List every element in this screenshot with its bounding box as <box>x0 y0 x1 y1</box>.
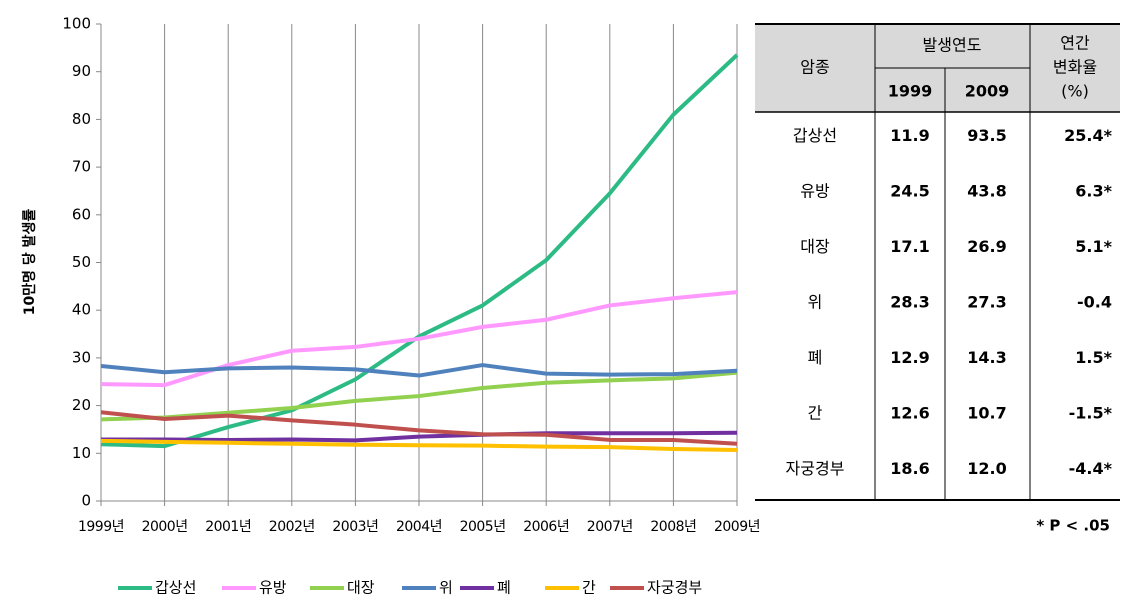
x-tick-label: 1999년 <box>78 519 124 535</box>
table-cell: 10.7 <box>967 403 1006 422</box>
series-line <box>100 290 738 388</box>
x-tick-label: 2007년 <box>587 519 633 535</box>
table-cell: 28.3 <box>890 293 929 312</box>
table-header: 1999 <box>888 82 933 101</box>
x-tick-label: 2001년 <box>205 519 251 535</box>
series-line <box>100 370 738 422</box>
table-row-label: 간 <box>808 403 823 422</box>
x-tick-label: 2000년 <box>142 519 188 535</box>
legend-label: 대장 <box>347 579 375 597</box>
table-cell: 26.9 <box>967 237 1006 256</box>
table-row-label: 자궁경부 <box>786 459 845 478</box>
table-lines <box>755 23 1120 501</box>
table-cell: 17.1 <box>890 237 929 256</box>
y-axis-label: 10만명 당 발생률 <box>21 209 38 316</box>
table-cell: 27.3 <box>967 293 1006 312</box>
table-cell: 25.4* <box>1064 126 1112 145</box>
legend-label: 유방 <box>259 579 287 597</box>
y-tick-label: 50 <box>72 253 91 271</box>
table-cell: -1.5* <box>1069 403 1113 422</box>
table-cell: -4.4* <box>1069 459 1113 478</box>
table-row-label: 대장 <box>800 237 830 256</box>
table-cell: 18.6 <box>890 459 929 478</box>
y-tick-label: 10 <box>72 444 91 462</box>
y-tick-label: 30 <box>72 348 91 366</box>
table-header: 변화율 <box>1053 58 1097 77</box>
x-tick-label: 2009년 <box>714 519 760 535</box>
y-tick-label: 0 <box>81 492 91 510</box>
legend-label: 자궁경부 <box>647 579 702 597</box>
table-row-label: 유방 <box>800 182 830 201</box>
table-cell: 14.3 <box>967 348 1006 367</box>
table-cell: 5.1* <box>1075 237 1112 256</box>
table-cell: 12.0 <box>967 459 1006 478</box>
table-header: (%) <box>1061 82 1089 101</box>
y-tick-label: 100 <box>62 15 91 33</box>
x-tick-label: 2006년 <box>523 519 569 535</box>
table-row-label: 위 <box>808 293 823 312</box>
table-cell: 24.5 <box>890 182 929 201</box>
y-tick-label: 80 <box>72 110 91 128</box>
table-cell: 43.8 <box>967 182 1006 201</box>
legend-label: 갑상선 <box>155 579 196 597</box>
y-tick-label: 20 <box>72 396 91 414</box>
y-tick-label: 90 <box>72 62 91 80</box>
table-header: 발생연도 <box>923 36 982 55</box>
series-line <box>101 430 738 443</box>
table-row-label: 갑상선 <box>793 126 837 145</box>
x-tick-label: 2004년 <box>396 519 442 535</box>
table-row-label: 폐 <box>808 348 823 367</box>
table-note: * P < .05 <box>1036 517 1110 535</box>
series-line <box>100 438 738 452</box>
y-tick-label: 70 <box>72 158 91 176</box>
table-cell: 12.6 <box>890 403 929 422</box>
x-tick-label: 2003년 <box>332 519 378 535</box>
series-line <box>100 410 738 446</box>
table-cell: 6.3* <box>1075 182 1112 201</box>
x-tick-label: 2002년 <box>269 519 315 535</box>
x-tick-label: 2008년 <box>650 519 696 535</box>
table-cell: -0.4 <box>1077 293 1112 312</box>
table-header: 2009 <box>965 82 1010 101</box>
series-line <box>100 363 738 378</box>
legend-label: 간 <box>582 579 596 597</box>
x-tick-label: 2005년 <box>460 519 506 535</box>
legend-label: 위 <box>439 579 453 597</box>
y-tick-label: 60 <box>72 205 91 223</box>
table-header: 연간 <box>1060 34 1090 53</box>
table-cell: 11.9 <box>890 126 929 145</box>
table-cell: 1.5* <box>1075 348 1112 367</box>
table-cell: 93.5 <box>967 126 1006 145</box>
table-cell: 12.9 <box>890 348 929 367</box>
table-header: 암종 <box>800 58 829 77</box>
y-tick-label: 40 <box>72 301 91 319</box>
legend-label: 폐 <box>497 579 511 597</box>
series-line <box>100 53 739 449</box>
